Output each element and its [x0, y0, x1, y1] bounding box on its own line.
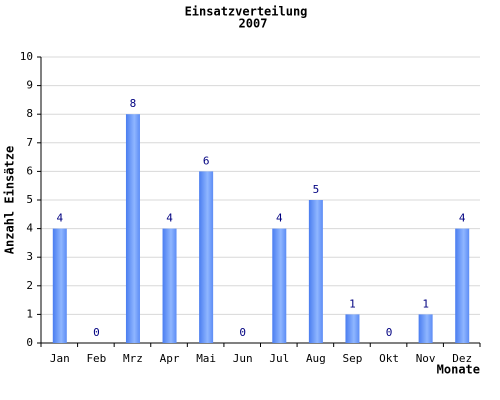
value-label: 8	[130, 97, 137, 110]
value-label: 4	[166, 212, 173, 225]
value-label: 4	[459, 212, 466, 225]
y-tick-label: 8	[26, 107, 33, 120]
value-label: 0	[239, 326, 246, 339]
value-label: 5	[313, 183, 320, 196]
x-tick-label: Aug	[306, 352, 326, 365]
x-tick-label: Sep	[343, 352, 363, 365]
x-axis-title: Monate	[437, 363, 480, 377]
bar	[308, 200, 323, 343]
bar	[455, 228, 470, 343]
y-tick-label: 2	[26, 279, 33, 292]
x-tick-label: Mrz	[123, 352, 143, 365]
value-label: 0	[386, 326, 393, 339]
y-tick-label: 6	[26, 164, 33, 177]
bar	[125, 114, 140, 343]
x-tick-label: Okt	[379, 352, 399, 365]
bar	[272, 228, 287, 343]
y-tick-label: 3	[26, 250, 33, 263]
bar	[199, 171, 214, 343]
x-tick-label: Dez	[452, 352, 472, 365]
value-label: 1	[422, 297, 429, 310]
x-tick-label: Jan	[50, 352, 70, 365]
value-label: 4	[56, 212, 63, 225]
x-tick-label: Apr	[160, 352, 180, 365]
value-label: 6	[203, 154, 210, 167]
value-label: 4	[276, 212, 283, 225]
y-tick-label: 1	[26, 307, 33, 320]
y-tick-label: 0	[26, 336, 33, 349]
chart-title: Einsatzverteilung	[185, 5, 308, 19]
y-tick-label: 5	[26, 193, 33, 206]
x-tick-label: Jul	[269, 352, 289, 365]
value-label: 1	[349, 297, 356, 310]
x-tick-label: Jun	[233, 352, 253, 365]
y-axis-title: Anzahl Einsätze	[3, 146, 17, 254]
bar	[345, 314, 360, 343]
bar	[52, 228, 67, 343]
bar	[162, 228, 177, 343]
y-tick-label: 10	[20, 50, 33, 63]
value-label: 0	[93, 326, 100, 339]
x-tick-label: Mai	[196, 352, 216, 365]
y-tick-label: 4	[26, 222, 33, 235]
bar	[418, 314, 433, 343]
y-tick-label: 7	[26, 136, 33, 149]
chart-subtitle: 2007	[239, 17, 268, 31]
y-tick-label: 9	[26, 79, 33, 92]
x-tick-label: Feb	[86, 352, 106, 365]
x-tick-label: Nov	[416, 352, 436, 365]
